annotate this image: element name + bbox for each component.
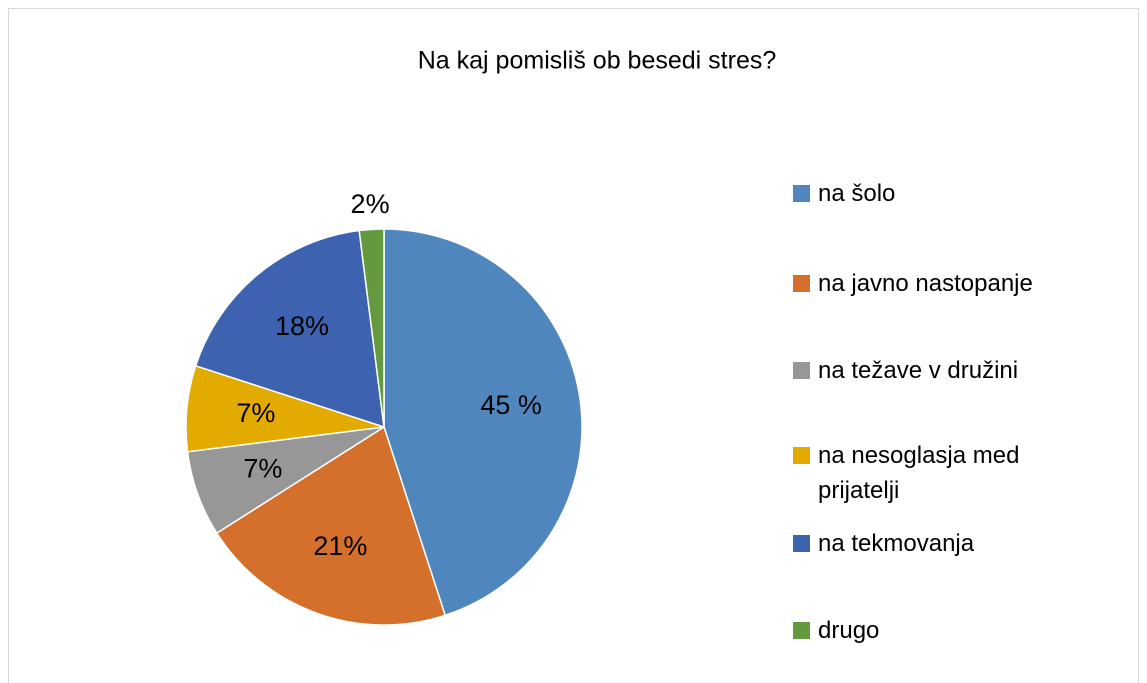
pie-slice [358,228,385,428]
pie-slice [215,425,447,626]
legend-swatch [793,362,810,379]
chart-frame [8,8,1139,683]
legend-item: drugo [793,613,1093,648]
legend-label: na tekmovanja [818,530,975,557]
pie-slice [383,228,583,617]
legend-item: na težave v družini [793,353,1093,388]
legend-label: na javno nastopanje [818,270,1033,297]
legend-label: drugo [818,617,880,644]
legend-swatch [793,185,810,202]
legend-item: na šolo [793,176,1093,211]
data-label: 21% [313,531,367,561]
legend-item: na tekmovanja [793,526,1093,561]
legend-label: na šolo [818,180,896,207]
legend-swatch [793,275,810,292]
data-label: 7% [236,398,275,428]
data-label: 18% [275,311,329,341]
data-label: 2% [351,189,390,219]
legend-label: na težave v družini [818,357,1019,384]
chart-title: Na kaj pomisliš ob besedi stres? [418,47,777,75]
legend-swatch [793,622,810,639]
pie-slice [194,229,385,429]
legend-swatch [793,447,810,464]
legend-label: na nesoglasja med prijatelji [818,442,1020,504]
data-label: 45 % [480,390,542,420]
legend-swatch [793,535,810,552]
legend-item: na javno nastopanje [793,266,1093,301]
legend-item: na nesoglasja med prijatelji [793,438,1093,508]
data-label: 7% [243,454,282,484]
